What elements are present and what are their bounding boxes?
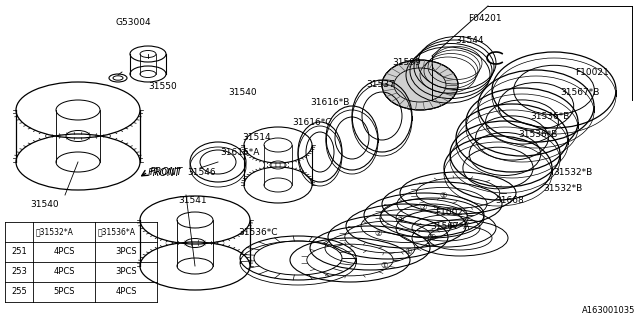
Text: 31616*C: 31616*C (292, 118, 332, 127)
Text: 4PCS: 4PCS (53, 268, 75, 276)
Text: G53004: G53004 (115, 18, 150, 27)
Text: 31546: 31546 (187, 168, 216, 177)
Text: 31668: 31668 (495, 196, 524, 205)
Text: 31536*B: 31536*B (530, 112, 570, 121)
Text: ②: ② (374, 228, 381, 237)
Text: 31537: 31537 (366, 80, 395, 89)
Text: 31550: 31550 (148, 82, 177, 91)
Text: 31532*B: 31532*B (553, 168, 592, 177)
Text: 4PCS: 4PCS (53, 247, 75, 257)
Text: ②: ② (396, 215, 404, 225)
Text: 31540: 31540 (228, 88, 257, 97)
Text: F10021: F10021 (575, 68, 609, 77)
Text: 255: 255 (11, 287, 27, 297)
Text: 31599: 31599 (392, 58, 420, 67)
Text: 5PCS: 5PCS (53, 287, 75, 297)
Text: 31536*A: 31536*A (98, 228, 136, 236)
Text: ①: ① (449, 220, 457, 229)
Text: ①: ① (404, 247, 412, 257)
Text: 31567*A: 31567*A (430, 222, 469, 231)
Text: 31616*B: 31616*B (310, 98, 349, 107)
Text: 31532*B: 31532*B (543, 184, 582, 193)
Text: 31532*A: 31532*A (36, 228, 74, 236)
Text: 31567*B: 31567*B (560, 88, 600, 97)
Text: F1002: F1002 (435, 208, 463, 217)
Text: 31544: 31544 (455, 36, 483, 45)
Text: 3PCS: 3PCS (115, 247, 137, 257)
Text: 31514: 31514 (242, 133, 271, 142)
Text: 253: 253 (11, 268, 27, 276)
Text: ②: ② (439, 191, 447, 201)
Text: 31536*C: 31536*C (238, 228, 278, 237)
Text: 3PCS: 3PCS (115, 268, 137, 276)
Ellipse shape (382, 60, 458, 110)
Text: F04201: F04201 (468, 14, 502, 23)
Text: 31536*B: 31536*B (518, 130, 557, 139)
Text: 251: 251 (11, 247, 27, 257)
Text: ①: ① (428, 234, 436, 243)
Text: 31541: 31541 (178, 196, 207, 205)
Text: 31616*A: 31616*A (220, 148, 259, 157)
Text: ①: ① (380, 260, 388, 269)
Text: 4PCS: 4PCS (115, 287, 137, 297)
Text: 31540: 31540 (30, 200, 59, 209)
Text: FRONT: FRONT (150, 167, 183, 177)
Text: ②: ② (419, 203, 427, 212)
Text: FRONT: FRONT (148, 168, 181, 178)
Text: A163001035: A163001035 (582, 306, 635, 315)
